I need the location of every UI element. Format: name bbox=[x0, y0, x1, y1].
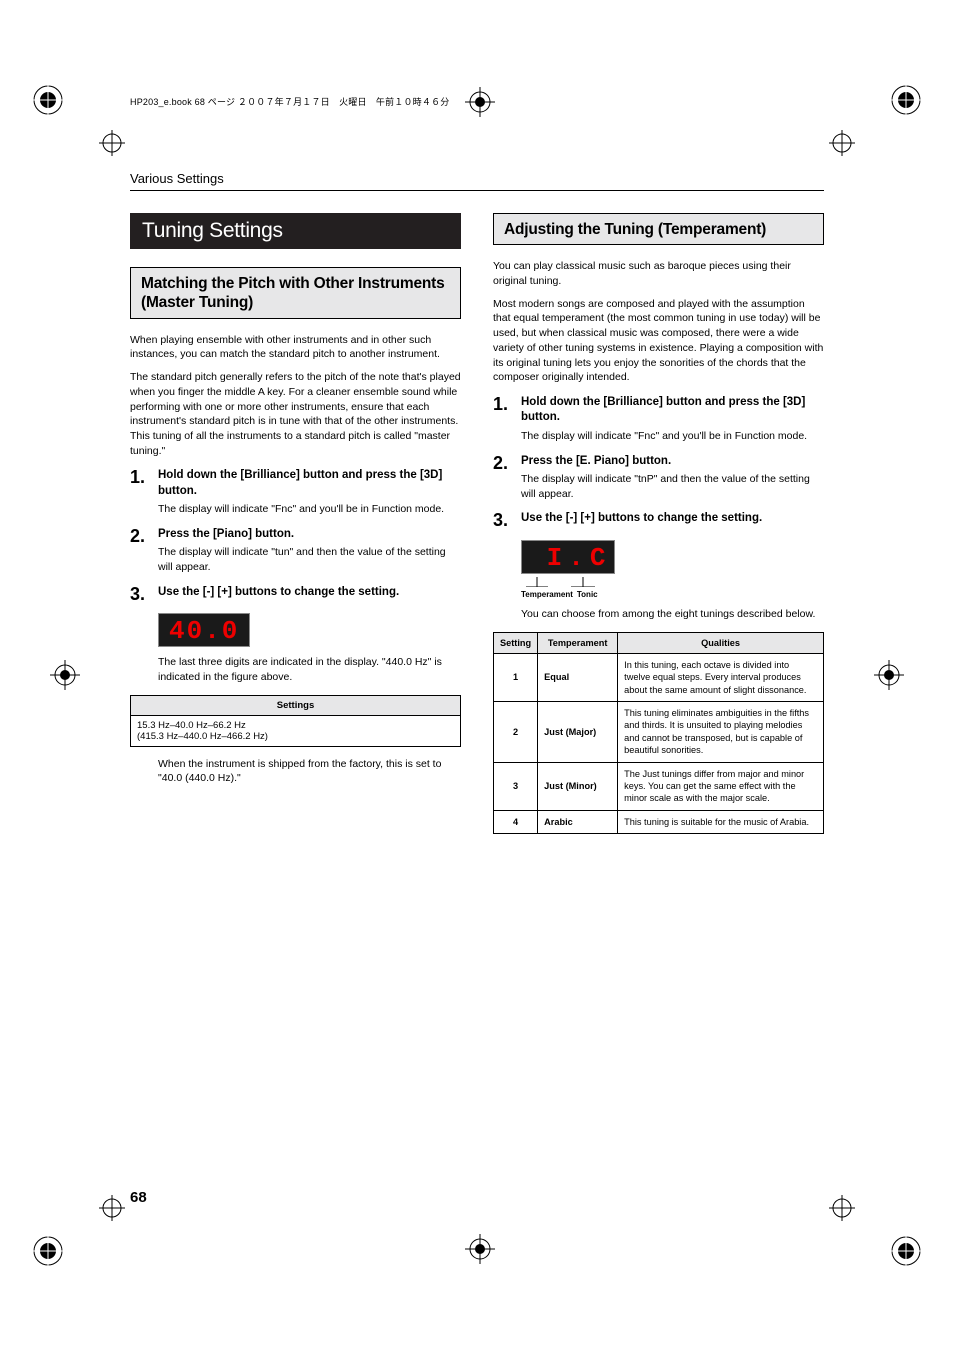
table-cell: 15.3 Hz–40.0 Hz–66.2 Hz (415.3 Hz–440.0 … bbox=[131, 715, 461, 746]
table-cell: 3 bbox=[494, 762, 538, 810]
table-row: 4 Arabic This tuning is suitable for the… bbox=[494, 810, 824, 833]
table-cell: 1 bbox=[494, 653, 538, 701]
page-number: 68 bbox=[130, 1189, 147, 1206]
step-number: 2 bbox=[493, 454, 511, 502]
table-cell: Just (Minor) bbox=[538, 762, 618, 810]
lcd-label: Temperament bbox=[521, 590, 573, 599]
table-cell: Arabic bbox=[538, 810, 618, 833]
table-cell: This tuning is suitable for the music of… bbox=[618, 810, 824, 833]
step-title: Hold down the [Brilliance] button and pr… bbox=[158, 468, 461, 499]
reg-mark-bl-inner bbox=[97, 1193, 127, 1223]
lcd-display: I.C Temperament Tonic bbox=[521, 540, 824, 599]
table-row: 1 Equal In this tuning, each octave is d… bbox=[494, 653, 824, 701]
crop-mark-bl bbox=[30, 1221, 90, 1281]
table-header: Qualities bbox=[618, 632, 824, 653]
step-title: Press the [E. Piano] button. bbox=[521, 454, 824, 470]
body-text: You can play classical music such as bar… bbox=[493, 259, 824, 288]
section-title: Tuning Settings bbox=[130, 213, 461, 249]
step-number: 3 bbox=[493, 511, 511, 530]
step-number: 3 bbox=[130, 585, 148, 604]
table-row: 2 Just (Major) This tuning eliminates am… bbox=[494, 701, 824, 762]
table-header: Setting bbox=[494, 632, 538, 653]
reg-mark-tl-inner bbox=[97, 128, 127, 158]
table-row: 3 Just (Minor) The Just tunings differ f… bbox=[494, 762, 824, 810]
breadcrumb: Various Settings bbox=[130, 171, 824, 191]
crop-mark-tr bbox=[864, 70, 924, 130]
subsection-title-temperament: Adjusting the Tuning (Temperament) bbox=[493, 213, 824, 245]
body-text: The last three digits are indicated in t… bbox=[158, 655, 461, 684]
temperament-table: Setting Temperament Qualities 1 Equal In… bbox=[493, 632, 824, 835]
settings-table: Settings 15.3 Hz–40.0 Hz–66.2 Hz (415.3 … bbox=[130, 695, 461, 747]
reg-mark-right bbox=[874, 660, 904, 690]
step-desc: The display will indicate "Fnc" and you'… bbox=[521, 429, 824, 444]
step-title: Use the [-] [+] buttons to change the se… bbox=[158, 585, 461, 601]
reg-mark-bottom bbox=[465, 1234, 495, 1264]
body-text: Most modern songs are composed and playe… bbox=[493, 297, 824, 385]
crop-mark-tl bbox=[30, 70, 90, 130]
table-cell: 4 bbox=[494, 810, 538, 833]
subsection-title-master-tuning: Matching the Pitch with Other Instrument… bbox=[130, 267, 461, 319]
step-desc: The display will indicate "tun" and then… bbox=[158, 545, 461, 574]
body-text: When playing ensemble with other instrum… bbox=[130, 333, 461, 362]
table-header: Settings bbox=[131, 695, 461, 715]
lcd-value: I.C bbox=[521, 540, 615, 574]
step-title: Hold down the [Brilliance] button and pr… bbox=[521, 395, 824, 426]
step-desc: The display will indicate "tnP" and then… bbox=[521, 472, 824, 501]
step-number: 1 bbox=[493, 395, 511, 444]
lcd-display: 40.0 bbox=[158, 613, 461, 647]
step-number: 2 bbox=[130, 527, 148, 575]
step-desc: The display will indicate "Fnc" and you'… bbox=[158, 502, 461, 517]
step-title: Press the [Piano] button. bbox=[158, 527, 461, 543]
body-text: When the instrument is shipped from the … bbox=[158, 757, 461, 786]
table-cell: This tuning eliminates ambiguities in th… bbox=[618, 701, 824, 762]
step-title: Use the [-] [+] buttons to change the se… bbox=[521, 511, 824, 527]
reg-mark-left bbox=[50, 660, 80, 690]
reg-mark-tr-inner bbox=[827, 128, 857, 158]
lcd-label: Tonic bbox=[577, 590, 598, 599]
table-cell: Just (Major) bbox=[538, 701, 618, 762]
reg-mark-br-inner bbox=[827, 1193, 857, 1223]
lcd-value: 40.0 bbox=[158, 613, 250, 647]
crop-mark-br bbox=[864, 1221, 924, 1281]
table-cell: The Just tunings differ from major and m… bbox=[618, 762, 824, 810]
header-line: HP203_e.book 68 ページ ２００７年７月１７日 火曜日 午前１０時… bbox=[130, 95, 824, 111]
table-header: Temperament bbox=[538, 632, 618, 653]
table-cell: Equal bbox=[538, 653, 618, 701]
table-cell: 2 bbox=[494, 701, 538, 762]
step-number: 1 bbox=[130, 468, 148, 517]
body-text: You can choose from among the eight tuni… bbox=[521, 607, 824, 622]
body-text: The standard pitch generally refers to t… bbox=[130, 370, 461, 458]
table-cell: In this tuning, each octave is divided i… bbox=[618, 653, 824, 701]
